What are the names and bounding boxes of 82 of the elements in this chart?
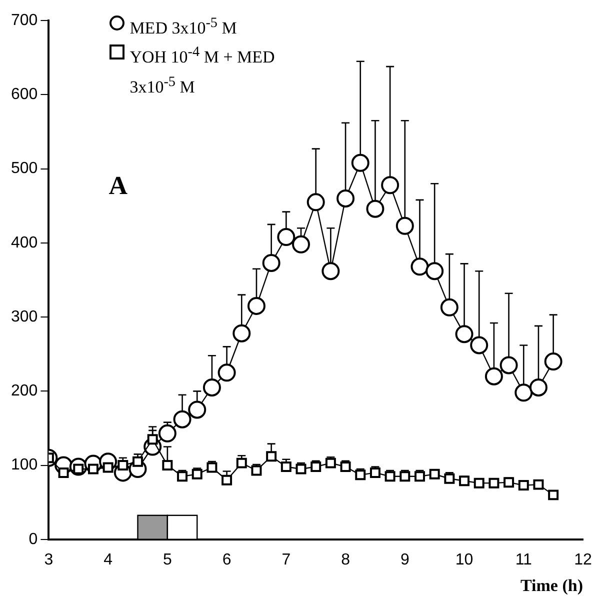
y-tick-label: 300 <box>10 308 38 326</box>
point <box>280 462 292 472</box>
point <box>310 462 322 472</box>
point <box>232 324 251 342</box>
point <box>325 458 336 468</box>
point <box>384 471 396 482</box>
point <box>218 364 236 382</box>
point <box>518 480 529 491</box>
x-tick-label: 4 <box>104 551 113 568</box>
point <box>102 462 114 473</box>
x-tick-label: 11 <box>515 551 532 568</box>
point <box>351 154 370 172</box>
point <box>484 367 503 386</box>
point <box>222 474 232 486</box>
y-tick-label: 700 <box>10 12 38 30</box>
point <box>132 456 143 467</box>
point <box>236 458 247 468</box>
y-tick-label: 100 <box>10 456 38 474</box>
x-axis-title: Time (h) <box>520 576 583 596</box>
y-tick-label: 0 <box>28 530 38 548</box>
y-tick-label: 500 <box>10 160 38 178</box>
point <box>533 479 544 490</box>
point <box>544 352 562 371</box>
point <box>426 262 444 280</box>
point <box>474 478 484 488</box>
x-tick-label: 12 <box>574 551 592 568</box>
point <box>410 258 429 276</box>
point <box>414 471 425 482</box>
x-tick-label: 6 <box>222 551 232 568</box>
point <box>262 254 280 272</box>
point <box>266 451 277 462</box>
point <box>173 410 192 428</box>
point <box>202 378 221 396</box>
legend-label: MED 3x10$^{-5}$ M <box>130 14 237 40</box>
point <box>440 298 458 316</box>
point <box>296 464 306 474</box>
point <box>514 384 533 402</box>
point <box>88 464 98 474</box>
point <box>355 470 366 480</box>
point <box>292 235 310 254</box>
x-tick-label: 5 <box>162 551 172 568</box>
y-tick-label: 400 <box>10 234 38 252</box>
point <box>400 471 410 482</box>
annotation: A <box>108 170 128 201</box>
point <box>370 467 380 478</box>
point <box>158 424 176 442</box>
point <box>177 471 188 482</box>
x-tick-label: 9 <box>400 551 410 568</box>
point <box>429 468 440 480</box>
point <box>340 462 351 472</box>
point <box>381 176 400 194</box>
x-tick-label: 3 <box>44 551 54 568</box>
point <box>118 460 128 471</box>
point <box>277 228 296 246</box>
point <box>548 490 559 500</box>
x-tick-label: 8 <box>341 551 350 568</box>
point <box>488 478 500 488</box>
x-tick-label: 7 <box>282 551 291 568</box>
point <box>500 356 518 374</box>
point <box>459 476 470 486</box>
point <box>206 462 218 473</box>
point <box>306 193 325 212</box>
y-tick-label: 200 <box>10 382 38 400</box>
point <box>322 262 340 280</box>
point <box>444 473 455 484</box>
point <box>336 189 355 208</box>
point <box>188 400 206 419</box>
point <box>247 296 266 315</box>
point <box>147 434 158 445</box>
point <box>58 467 69 478</box>
point <box>504 477 514 488</box>
y-tick-label: 600 <box>10 86 38 104</box>
text: YOH 10$^{-4}$ M + MED 3x10$^{-5}$ M <box>130 44 275 97</box>
point <box>366 200 384 218</box>
point <box>251 465 262 476</box>
point <box>192 468 202 480</box>
point <box>455 325 474 344</box>
x-tick-label: 10 <box>455 551 474 568</box>
point <box>529 378 548 396</box>
point <box>396 216 414 235</box>
point <box>470 336 488 354</box>
point <box>162 460 173 471</box>
